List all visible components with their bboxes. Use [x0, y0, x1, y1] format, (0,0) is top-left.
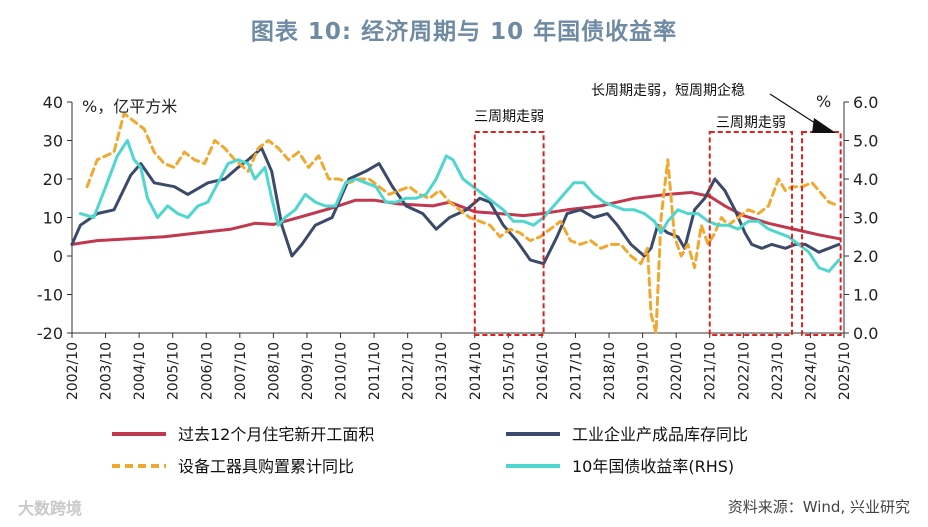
x-tick-label: 2015/10 — [501, 342, 517, 400]
legend-label-4: 10年国债收益率(RHS) — [572, 457, 734, 476]
x-tick-label: 2025/10 — [837, 342, 853, 400]
right-tick-label: 4.0 — [853, 170, 878, 189]
x-tick-label: 2019/10 — [636, 342, 652, 400]
legend-label-2: 工业企业产成品库存同比 — [572, 425, 748, 444]
right-tick-label: 1.0 — [853, 286, 878, 305]
left-tick-label: 30 — [43, 132, 63, 151]
annotation-box-1 — [473, 131, 545, 336]
x-tick-label: 2011/10 — [367, 342, 383, 400]
x-tick-label: 2021/10 — [703, 342, 719, 400]
annotation-label-2: 三周期走弱 — [716, 115, 786, 131]
x-tick-label: 2023/10 — [770, 342, 786, 400]
left-axis-ticks: 40 30 20 10 0 -10 -20 — [37, 93, 72, 343]
annotation-label-1: 三周期走弱 — [474, 109, 544, 125]
left-tick-label: 40 — [43, 93, 63, 112]
x-tick-label: 2006/10 — [199, 342, 215, 400]
x-tick-label: 2016/10 — [535, 342, 551, 400]
left-tick-label: -10 — [37, 286, 63, 305]
x-tick-label: 2004/10 — [132, 342, 148, 400]
left-tick-label: 20 — [43, 170, 63, 189]
right-unit-label: % — [816, 92, 831, 111]
series-line-4 — [78, 139, 841, 273]
source-note: 资料来源：Wind, 兴业研究 — [727, 498, 910, 516]
x-tick-label: 2003/10 — [99, 342, 115, 400]
x-tick-label: 2022/10 — [736, 342, 752, 400]
x-tick-label: 2009/10 — [300, 342, 316, 400]
x-tick-label: 2024/10 — [803, 342, 819, 400]
legend-label-3: 设备工器具购置累计同比 — [178, 457, 354, 476]
watermark: 大数跨境 — [18, 499, 83, 518]
left-tick-label: 0 — [53, 247, 63, 266]
series-line-3 — [85, 112, 841, 335]
chart-title: 图表 10: 经济周期与 10 年国债收益率 — [250, 19, 678, 45]
x-tick-label: 2018/10 — [602, 342, 618, 400]
annotation-arrow-line — [769, 93, 819, 126]
x-tick-label: 2020/10 — [669, 342, 685, 400]
left-tick-label: 10 — [43, 209, 63, 228]
series-line-2 — [70, 146, 841, 266]
series-line-1 — [70, 191, 841, 246]
right-tick-label: 3.0 — [853, 209, 878, 228]
x-tick-label: 2017/10 — [568, 342, 584, 400]
right-axis-ticks: 6.0 5.0 4.0 3.0 2.0 1.0 0.0 — [844, 93, 878, 343]
x-tick-label: 2008/10 — [266, 342, 282, 400]
annotation-boxes: 三周期走弱 三周期走弱 长周期走弱，短周期企稳 — [473, 82, 842, 336]
right-tick-label: 2.0 — [853, 247, 878, 266]
x-tick-label: 2013/10 — [434, 342, 450, 400]
x-tick-label: 2012/10 — [401, 342, 417, 400]
legend-label-1: 过去12个月住宅新开工面积 — [178, 425, 374, 444]
x-tick-label: 2007/10 — [233, 342, 249, 400]
right-tick-label: 6.0 — [853, 93, 878, 112]
x-tick-label: 2010/10 — [334, 342, 350, 400]
annotation-label-3: 长周期走弱，短周期企稳 — [591, 82, 745, 99]
left-unit-label: %，亿平方米 — [82, 97, 177, 116]
annotation-box-2 — [708, 131, 793, 336]
right-tick-label: 0.0 — [853, 324, 878, 343]
series-layer — [70, 112, 841, 335]
right-tick-label: 5.0 — [853, 132, 878, 151]
annotation-arrow-head — [812, 118, 836, 133]
x-axis-ticks: 2002/10 2003/10 2004/10 2005/10 2006/10 2007/… — [65, 333, 853, 400]
x-tick-label: 2014/10 — [468, 342, 484, 400]
x-tick-label: 2002/10 — [65, 342, 81, 400]
left-tick-label: -20 — [37, 324, 63, 343]
x-tick-label: 2005/10 — [166, 342, 182, 400]
